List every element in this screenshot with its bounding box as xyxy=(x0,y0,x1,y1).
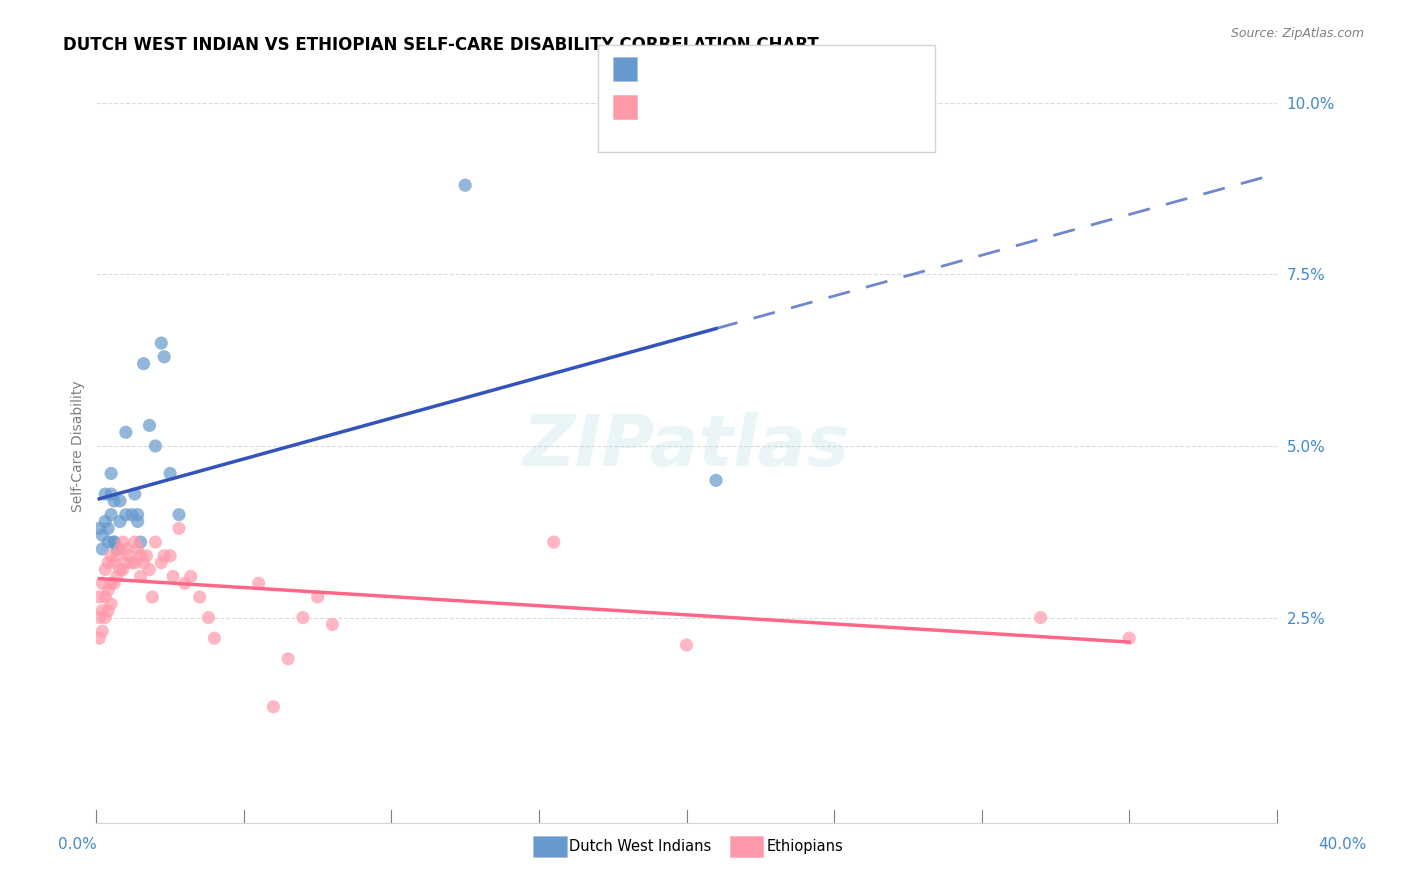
Point xyxy=(91,604,114,618)
Point xyxy=(132,357,155,371)
Point xyxy=(124,535,146,549)
Point xyxy=(97,583,120,598)
Point xyxy=(91,528,114,542)
Text: R =  0.033   N = 32: R = 0.033 N = 32 xyxy=(630,67,803,82)
Point xyxy=(141,590,163,604)
Point xyxy=(105,569,128,583)
Point xyxy=(153,350,176,364)
Text: 40.0%: 40.0% xyxy=(1319,838,1367,852)
Y-axis label: Self-Care Disability: Self-Care Disability xyxy=(72,380,86,512)
Point xyxy=(202,631,225,645)
Point xyxy=(94,562,117,576)
Point xyxy=(89,631,111,645)
Point xyxy=(197,610,219,624)
Point xyxy=(89,521,111,535)
Point xyxy=(111,562,134,576)
Point xyxy=(704,473,727,487)
Point xyxy=(138,418,160,433)
Point xyxy=(100,487,122,501)
Point xyxy=(121,556,143,570)
Point xyxy=(675,638,697,652)
Point xyxy=(103,535,125,549)
Point xyxy=(108,541,131,556)
Point xyxy=(153,549,176,563)
Point xyxy=(94,487,117,501)
Point xyxy=(159,467,181,481)
Point xyxy=(100,576,122,591)
Point xyxy=(89,590,111,604)
Point xyxy=(97,604,120,618)
Point xyxy=(167,508,190,522)
Text: DUTCH WEST INDIAN VS ETHIOPIAN SELF-CARE DISABILITY CORRELATION CHART: DUTCH WEST INDIAN VS ETHIOPIAN SELF-CARE… xyxy=(63,36,820,54)
Point xyxy=(1029,610,1052,624)
Point xyxy=(454,178,477,193)
Point xyxy=(167,521,190,535)
Point xyxy=(162,569,184,583)
Point xyxy=(115,541,138,556)
Point xyxy=(127,515,149,529)
Point xyxy=(105,541,128,556)
Point xyxy=(91,576,114,591)
Point xyxy=(108,515,131,529)
Point xyxy=(115,556,138,570)
Point xyxy=(108,562,131,576)
Point xyxy=(127,508,149,522)
Point xyxy=(108,494,131,508)
Point xyxy=(150,336,173,351)
Point xyxy=(127,541,149,556)
Text: Ethiopians: Ethiopians xyxy=(766,839,844,854)
Point xyxy=(173,576,195,591)
Point xyxy=(94,610,117,624)
Point xyxy=(103,494,125,508)
Point xyxy=(124,556,146,570)
Point xyxy=(129,535,152,549)
Point xyxy=(124,487,146,501)
Point xyxy=(145,439,167,453)
Point xyxy=(1118,631,1140,645)
Point xyxy=(105,549,128,563)
Point xyxy=(118,549,141,563)
Point xyxy=(129,569,152,583)
Text: 0.0%: 0.0% xyxy=(58,838,97,852)
Point xyxy=(138,562,160,576)
Point xyxy=(97,521,120,535)
Point xyxy=(543,535,565,549)
Point xyxy=(115,425,138,440)
Point xyxy=(94,590,117,604)
Point xyxy=(247,576,270,591)
Point xyxy=(100,508,122,522)
Point xyxy=(277,652,299,666)
Point xyxy=(103,556,125,570)
Point xyxy=(132,556,155,570)
Text: R = -0.035   N = 57: R = -0.035 N = 57 xyxy=(630,105,803,120)
Text: Source: ZipAtlas.com: Source: ZipAtlas.com xyxy=(1230,27,1364,40)
Point xyxy=(129,549,152,563)
Point xyxy=(291,610,314,624)
Point xyxy=(100,467,122,481)
Point xyxy=(115,508,138,522)
Point xyxy=(100,549,122,563)
Point xyxy=(97,535,120,549)
Text: Dutch West Indians: Dutch West Indians xyxy=(569,839,711,854)
Text: ZIPatlas: ZIPatlas xyxy=(523,411,851,481)
Point xyxy=(180,569,202,583)
Point xyxy=(103,576,125,591)
Point xyxy=(135,549,157,563)
Point xyxy=(150,556,173,570)
Point xyxy=(145,535,167,549)
Point xyxy=(91,541,114,556)
Point xyxy=(188,590,211,604)
Point xyxy=(321,617,343,632)
Point xyxy=(111,535,134,549)
Point xyxy=(100,597,122,611)
Point xyxy=(94,515,117,529)
Point xyxy=(159,549,181,563)
Point xyxy=(121,508,143,522)
Point xyxy=(89,610,111,624)
Point xyxy=(307,590,329,604)
Point xyxy=(262,699,284,714)
Point xyxy=(103,535,125,549)
Point xyxy=(97,556,120,570)
Point xyxy=(91,624,114,639)
